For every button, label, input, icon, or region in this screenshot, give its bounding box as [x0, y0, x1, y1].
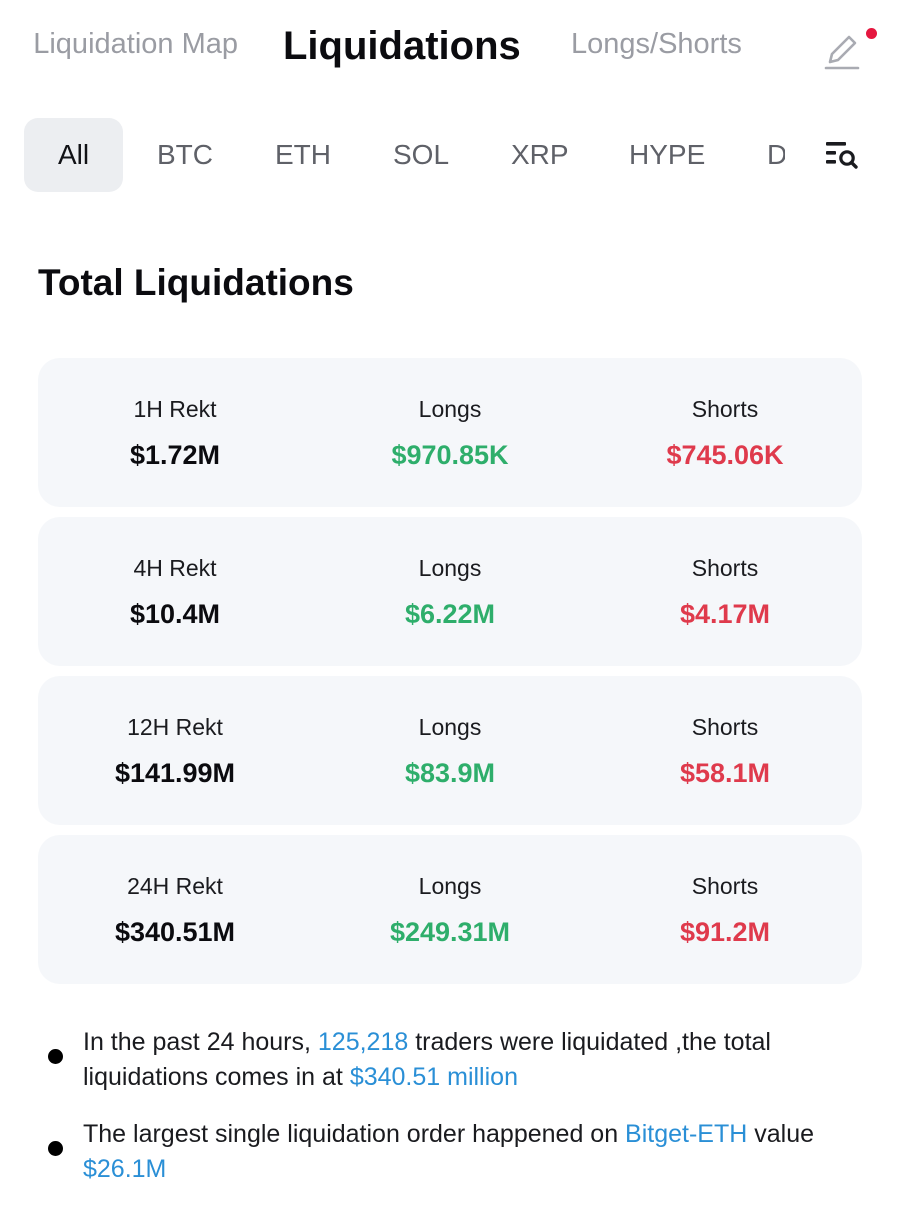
shorts-cell: Shorts $4.17M	[588, 517, 862, 666]
longs-label: Longs	[418, 396, 482, 422]
bullet-dot	[48, 1141, 63, 1156]
longs-value: $970.85K	[391, 440, 509, 470]
rekt-label: 12H Rekt	[127, 714, 223, 740]
note-middle: value	[747, 1120, 815, 1148]
pencil-icon	[824, 35, 860, 70]
longs-label: Longs	[418, 714, 482, 740]
shorts-value: $4.17M	[679, 599, 771, 629]
note-middle: traders were liquidated ,the total liqui…	[83, 1028, 771, 1091]
note-largest-order: The largest single liquidation order hap…	[38, 1115, 858, 1190]
longs-value: $83.9M	[404, 758, 496, 788]
rekt-cell: 24H Rekt $340.51M	[38, 835, 312, 984]
rekt-label: 4H Rekt	[133, 555, 217, 581]
longs-label: Longs	[418, 555, 482, 581]
top-tab-bar: Liquidation Map Liquidations Longs/Short…	[0, 0, 900, 100]
coin-chip-sol[interactable]: SOL	[393, 139, 450, 170]
traders-count: 125,218	[317, 1028, 409, 1056]
note-prefix: In the past 24 hours,	[83, 1028, 318, 1056]
coin-filter-button[interactable]	[820, 136, 864, 176]
longs-value: $6.22M	[404, 599, 496, 629]
shorts-value: $745.06K	[666, 440, 784, 470]
rekt-cell: 12H Rekt $141.99M	[38, 676, 312, 825]
tab-liquidation-map[interactable]: Liquidation Map	[33, 28, 238, 60]
filter-search-icon	[826, 142, 858, 169]
note-text: The largest single liquidation order hap…	[83, 1117, 853, 1187]
rekt-label: 24H Rekt	[127, 873, 223, 899]
coin-chip-partial[interactable]: D	[767, 139, 785, 170]
rekt-label: 1H Rekt	[133, 396, 217, 422]
rekt-value: $340.51M	[114, 917, 236, 947]
longs-cell: Longs $6.22M	[313, 517, 587, 666]
coin-chip-hype[interactable]: HYPE	[629, 139, 706, 170]
note-text: In the past 24 hours, 125,218 traders we…	[83, 1025, 853, 1095]
notification-dot	[866, 28, 877, 39]
longs-cell: Longs $249.31M	[313, 835, 587, 984]
coin-chip-eth[interactable]: ETH	[275, 139, 331, 170]
exchange-link[interactable]: Bitget-ETH	[625, 1120, 748, 1148]
rekt-value: $10.4M	[129, 599, 221, 629]
longs-value: $249.31M	[389, 917, 511, 947]
liquidation-card-12h: 12H Rekt $141.99M Longs $83.9M Shorts $5…	[38, 676, 862, 825]
largest-order-value: $26.1M	[83, 1155, 167, 1183]
rekt-value: $1.72M	[129, 440, 221, 470]
shorts-label: Shorts	[691, 873, 759, 899]
rekt-value: $141.99M	[114, 758, 236, 788]
note-prefix: The largest single liquidation order hap…	[83, 1120, 626, 1148]
shorts-label: Shorts	[691, 396, 759, 422]
tab-liquidations[interactable]: Liquidations	[283, 24, 521, 68]
liquidation-card-4h: 4H Rekt $10.4M Longs $6.22M Shorts $4.17…	[38, 517, 862, 666]
tab-longs-shorts[interactable]: Longs/Shorts	[571, 28, 742, 60]
coin-filter-bar: All BTC ETH SOL XRP HYPE D	[0, 118, 900, 194]
rekt-cell: 1H Rekt $1.72M	[38, 358, 312, 507]
liquidation-card-24h: 24H Rekt $340.51M Longs $249.31M Shorts …	[38, 835, 862, 984]
longs-cell: Longs $970.85K	[313, 358, 587, 507]
shorts-value: $58.1M	[679, 758, 771, 788]
shorts-cell: Shorts $91.2M	[588, 835, 862, 984]
shorts-cell: Shorts $745.06K	[588, 358, 862, 507]
coin-chip-btc[interactable]: BTC	[157, 139, 213, 170]
coin-chip-xrp[interactable]: XRP	[511, 139, 569, 170]
note-traders-liquidated: In the past 24 hours, 125,218 traders we…	[38, 1023, 858, 1098]
shorts-label: Shorts	[691, 555, 759, 581]
shorts-cell: Shorts $58.1M	[588, 676, 862, 825]
shorts-label: Shorts	[691, 714, 759, 740]
total-liquidations-link: $340.51 million	[349, 1063, 518, 1091]
edit-button[interactable]	[818, 28, 877, 74]
section-title: Total Liquidations	[38, 262, 354, 303]
coin-chip-all[interactable]: All	[24, 118, 123, 192]
shorts-value: $91.2M	[679, 917, 771, 947]
rekt-cell: 4H Rekt $10.4M	[38, 517, 312, 666]
bullet-dot	[48, 1049, 63, 1064]
longs-cell: Longs $83.9M	[313, 676, 587, 825]
longs-label: Longs	[418, 873, 482, 899]
liquidation-card-1h: 1H Rekt $1.72M Longs $970.85K Shorts $74…	[38, 358, 862, 507]
